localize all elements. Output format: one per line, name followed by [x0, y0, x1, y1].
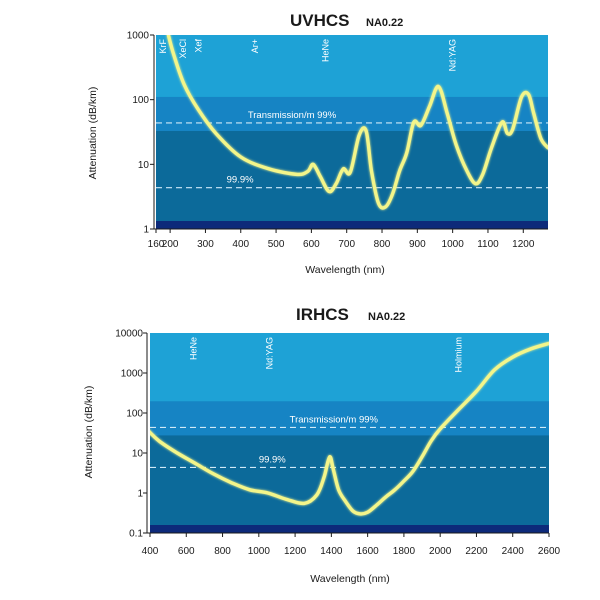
x-tick-label: 600: [303, 239, 320, 250]
y-tick-label: 1000: [121, 369, 144, 380]
transmission-label: Transmission/m 99%: [248, 110, 337, 121]
uvhcs-y-axis-label: Attenuation (dB/km): [87, 87, 99, 180]
laser-line-label: KrF: [158, 39, 168, 54]
x-tick-label: 600: [178, 546, 195, 557]
y-tick-label: 10000: [115, 329, 143, 340]
x-tick-label: 160: [148, 239, 165, 250]
x-tick-label: 1400: [320, 546, 343, 557]
y-tick-label: 0.1: [129, 529, 143, 540]
laser-line-label: Ar+: [250, 39, 260, 53]
y-tick-label: 1: [137, 489, 143, 500]
transmission-label: Transmission/m 99%: [290, 414, 379, 425]
band-mid: [156, 96, 548, 131]
x-tick-label: 1800: [393, 546, 416, 557]
x-tick-label: 400: [142, 546, 159, 557]
irhcs-curve-group: [150, 341, 549, 516]
irhcs-plot-area: [150, 333, 549, 533]
x-tick-label: 2600: [538, 546, 561, 557]
irhcs-transmission-lines: Transmission/m 99% 99.9%: [150, 414, 549, 468]
laser-line-label: HeNe: [189, 337, 199, 360]
y-tick-label: 10: [132, 449, 144, 460]
laser-line-label: XeCl: [178, 39, 188, 59]
irhcs-na-label: NA0.22: [368, 311, 405, 323]
band-high: [156, 35, 548, 97]
x-tick-label: 200: [162, 239, 179, 250]
x-tick-label: 700: [338, 239, 355, 250]
x-tick-label: 2200: [465, 546, 488, 557]
y-tick-label: 1000: [127, 31, 150, 42]
irhcs-x-axis-label: Wavelength (nm): [310, 573, 390, 585]
transmission-label: 99.9%: [259, 454, 286, 465]
laser-line-label: HeNe: [321, 39, 331, 62]
attenuation-curve: [150, 341, 549, 516]
uvhcs-title: UVHCS: [290, 11, 350, 30]
band-mid: [150, 401, 549, 436]
x-tick-label: 400: [232, 239, 249, 250]
irhcs-title: IRHCS: [296, 305, 349, 324]
laser-line-label: Nd:YAG: [448, 39, 458, 71]
band-low: [150, 525, 549, 533]
y-tick-label: 1: [143, 225, 149, 236]
irhcs-axes: 0.1 1 10 100 1000 10000 400 600 800 1000 1200 1400 1…: [115, 329, 560, 558]
x-tick-label: 1000: [248, 546, 271, 557]
laser-line-label: Nd:YAG: [265, 337, 275, 369]
band-low: [156, 221, 548, 229]
x-tick-label: 800: [214, 546, 231, 557]
irhcs-chart: IRHCS NA0.22 HeNe Nd:YAG Holmium Transmiss…: [83, 305, 561, 585]
x-tick-label: 2400: [502, 546, 525, 557]
uvhcs-laser-lines: KrF XeCl Xef Ar+ HeNe Nd:YAG: [158, 39, 458, 72]
uvhcs-transmission-lines: Transmission/m 99% 99.9%: [156, 110, 548, 189]
attenuation-curve: [166, 35, 548, 210]
irhcs-y-axis-label: Attenuation (dB/km): [83, 386, 95, 479]
band-high: [150, 333, 549, 402]
irhcs-laser-lines: HeNe Nd:YAG Holmium: [189, 337, 464, 373]
x-tick-label: 1600: [357, 546, 380, 557]
x-tick-label: 1200: [512, 239, 535, 250]
uvhcs-plot-area: [156, 35, 548, 229]
x-tick-label: 900: [409, 239, 426, 250]
laser-line-label: Xef: [193, 39, 203, 53]
x-tick-label: 1100: [477, 239, 499, 250]
x-tick-label: 1000: [442, 239, 465, 250]
laser-line-label: Holmium: [453, 337, 463, 373]
x-tick-label: 2000: [429, 546, 452, 557]
y-tick-label: 10: [138, 160, 150, 171]
uvhcs-x-axis-label: Wavelength (nm): [305, 264, 385, 276]
transmission-label: 99.9%: [227, 175, 254, 186]
uvhcs-na-label: NA0.22: [366, 17, 403, 29]
x-tick-label: 300: [197, 239, 214, 250]
x-tick-label: 800: [374, 239, 391, 250]
x-tick-label: 500: [268, 239, 285, 250]
uvhcs-chart: UVHCS NA0.22 KrF XeCl Xef Ar+ HeNe Nd:YAG Tra…: [87, 11, 548, 276]
y-tick-label: 100: [132, 95, 149, 106]
uvhcs-curve-group: [166, 35, 548, 210]
x-tick-label: 1200: [284, 546, 307, 557]
y-tick-label: 100: [126, 409, 143, 420]
